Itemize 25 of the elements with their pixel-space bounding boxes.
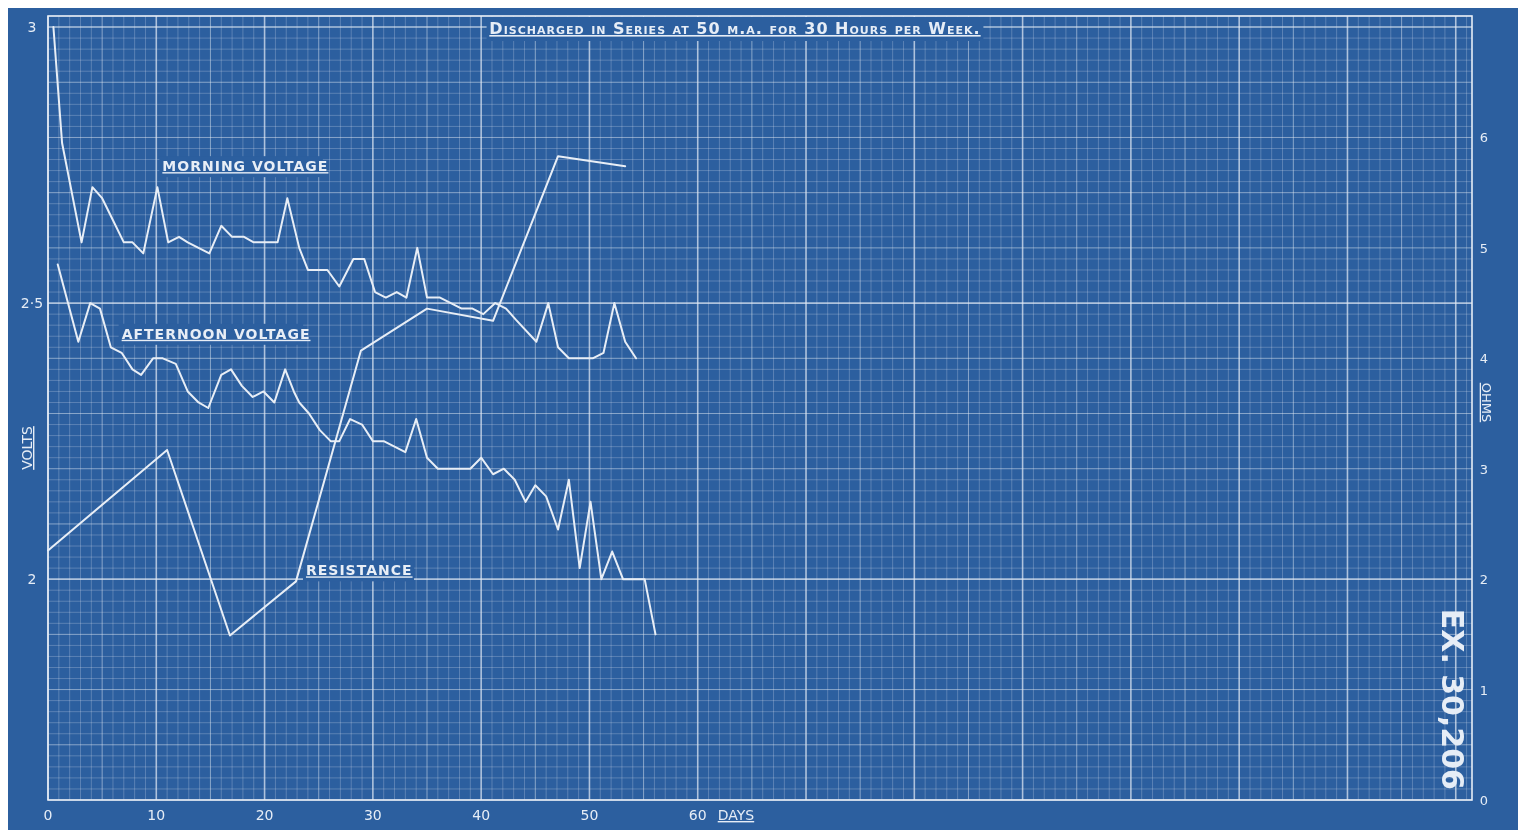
y-tick-label: 2 <box>27 571 37 588</box>
x-axis-title: DAYS <box>717 807 755 823</box>
y2-tick-label: 0 <box>1479 793 1489 808</box>
y-axis-title: VOLTS <box>19 426 35 470</box>
y2-tick-label: 4 <box>1479 351 1489 367</box>
y-tick-label: 3 <box>27 19 37 36</box>
x-tick-label: 60 <box>688 807 707 823</box>
x-tick-label: 30 <box>363 807 382 823</box>
chart-subtitle: Discharged in Series at 50 m.a. for 30 Hours per Week. <box>489 19 981 38</box>
x-tick-label: 50 <box>580 807 599 823</box>
y2-tick-label: 3 <box>1479 461 1489 477</box>
annotation: EX. 30,206 <box>1435 608 1470 790</box>
x-tick-label: 40 <box>472 807 491 823</box>
y2-tick-label: 1 <box>1479 682 1489 698</box>
y-tick-label: 2·5 <box>20 295 44 312</box>
series-label: RESISTANCE <box>305 562 413 579</box>
y2-tick-label: 2 <box>1479 572 1489 588</box>
y2-tick-label: 6 <box>1479 130 1489 146</box>
y2-axis-title: OHMS <box>1479 382 1494 423</box>
x-tick-label: 0 <box>43 807 53 823</box>
x-tick-label: 10 <box>147 807 166 823</box>
series-label: AFTERNOON VOLTAGE <box>121 325 311 342</box>
x-tick-label: 20 <box>255 807 274 823</box>
series-label: MORNING VOLTAGE <box>162 158 329 175</box>
y2-tick-label: 5 <box>1479 240 1489 256</box>
